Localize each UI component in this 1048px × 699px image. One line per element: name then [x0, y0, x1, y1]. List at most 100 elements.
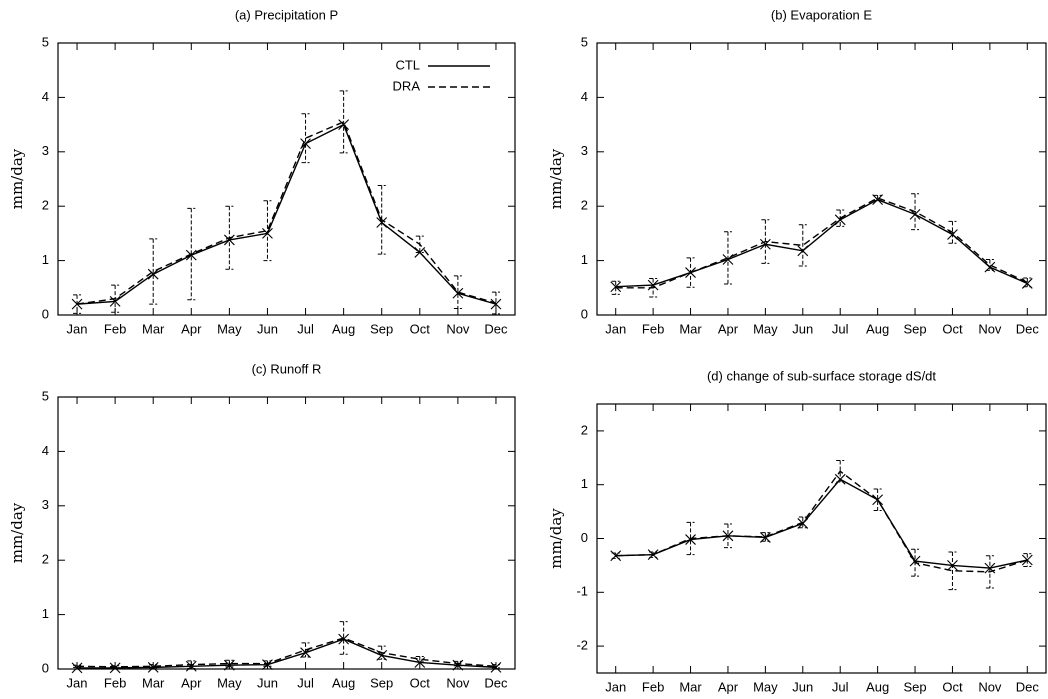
error-bar: [686, 257, 695, 288]
y-axis-label: mm/day: [547, 148, 565, 209]
error-bar: [836, 459, 845, 483]
chart-title: (c) Runoff R: [252, 361, 322, 376]
plot-frame: [596, 42, 1047, 316]
error-bar: [798, 224, 807, 267]
y-tick-label: 0: [581, 530, 588, 545]
y-tick-label: 3: [42, 497, 49, 512]
y-tick-label: 0: [42, 660, 49, 675]
x-tick-label: Jan: [67, 321, 88, 336]
error-bar: [149, 238, 158, 305]
error-bar: [911, 193, 920, 231]
error-bar: [873, 194, 882, 202]
y-tick-label: 1: [42, 606, 49, 621]
y-tick-label: -1: [576, 584, 588, 599]
series-line: [615, 197, 1028, 289]
x-tick-label: Oct: [410, 321, 431, 336]
x-tick-label: Jan: [605, 321, 626, 336]
x-tick-label: Jan: [67, 675, 88, 690]
series-line: [77, 638, 496, 669]
y-axis-label: mm/day: [8, 502, 26, 563]
error-bar: [377, 645, 386, 660]
series-line: [615, 198, 1028, 288]
error-bar: [377, 185, 386, 255]
x-tick-label: Mar: [679, 679, 702, 694]
series-line: [615, 470, 1028, 573]
y-tick-label: 5: [42, 34, 49, 49]
x-tick-label: Sep: [370, 321, 393, 336]
error-bar: [686, 521, 695, 556]
x-marker: [185, 660, 197, 672]
y-tick-label: 3: [42, 143, 49, 158]
y-tick-label: 2: [42, 198, 49, 213]
error-bar: [649, 551, 658, 558]
error-bar: [761, 532, 770, 542]
x-marker: [338, 633, 350, 645]
y-tick-label: 0: [42, 306, 49, 321]
error-bar: [985, 259, 994, 271]
x-tick-label: Oct: [942, 679, 963, 694]
x-tick-label: Jul: [297, 321, 314, 336]
error-bar: [301, 642, 310, 658]
legend-label: CTL: [395, 57, 420, 72]
x-marker: [223, 659, 235, 671]
x-marker: [685, 534, 696, 545]
error-bar: [491, 664, 500, 669]
x-tick-label: Nov: [446, 321, 470, 336]
x-tick-label: Aug: [866, 321, 889, 336]
x-tick-label: May: [753, 321, 778, 336]
error-bar: [1023, 553, 1032, 567]
x-tick-label: Apr: [181, 675, 202, 690]
error-bar: [111, 284, 120, 313]
x-tick-label: May: [217, 675, 242, 690]
x-marker: [71, 662, 83, 674]
series-line: [77, 637, 497, 668]
y-tick-label: 1: [42, 252, 49, 267]
series-line: [76, 120, 497, 305]
y-axis-label: mm/day: [547, 508, 565, 569]
error-bar: [723, 523, 732, 549]
x-tick-label: Feb: [104, 321, 126, 336]
y-tick-label: 4: [42, 443, 49, 458]
panel: (d) change of sub-surface storage dS/dt m…: [547, 368, 1047, 694]
series-line: [76, 123, 497, 305]
chart-title: (d) change of sub-surface storage dS/dt: [707, 368, 936, 383]
chart-title: (b) Evaporation E: [771, 7, 872, 22]
panel: (c) Runoff R mm/day 0 1 2 3 4 5 Jan Feb Mar Apr May J…: [8, 361, 516, 690]
error-bar: [611, 280, 620, 295]
error-bar: [263, 660, 272, 667]
error-bar: [798, 516, 807, 529]
x-tick-label: Dec: [1016, 679, 1040, 694]
x-tick-label: Apr: [718, 321, 739, 336]
error-bar: [149, 664, 158, 669]
error-bar: [415, 655, 424, 663]
x-tick-label: Jul: [832, 679, 849, 694]
x-marker: [909, 555, 921, 567]
error-bar: [761, 219, 770, 264]
error-bar: [187, 207, 196, 301]
plot-frame: [57, 396, 516, 670]
y-tick-label: 1: [581, 476, 588, 491]
chart-title: (a) Precipitation P: [235, 7, 338, 22]
x-tick-label: Mar: [142, 675, 165, 690]
x-tick-label: Sep: [370, 675, 393, 690]
error-bar: [948, 220, 957, 244]
x-tick-label: Dec: [484, 321, 508, 336]
error-bar: [948, 551, 957, 591]
x-tick-label: Apr: [181, 321, 202, 336]
x-tick-label: Aug: [866, 679, 889, 694]
y-tick-label: 2: [581, 198, 588, 213]
error-bar: [1023, 277, 1032, 288]
x-tick-label: Mar: [142, 321, 165, 336]
x-tick-label: Feb: [642, 321, 664, 336]
x-tick-label: Jul: [297, 675, 314, 690]
error-bar: [911, 548, 920, 577]
x-marker: [185, 249, 197, 261]
error-bar: [873, 488, 882, 512]
error-bar: [73, 294, 82, 314]
x-tick-label: Nov: [446, 675, 470, 690]
error-bar: [611, 552, 620, 559]
plot-frame: [596, 403, 1047, 674]
error-bar: [649, 278, 658, 298]
error-bar: [225, 205, 234, 270]
